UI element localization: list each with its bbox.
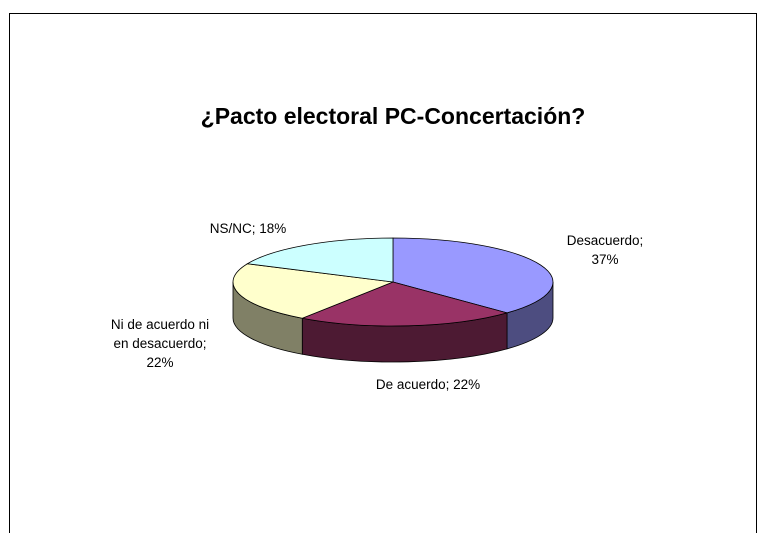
- pie-slice-de-acuerdo: [300, 281, 509, 327]
- pie-chart: ¿Pacto electoral PC-Concertación? Desacu…: [111, 103, 643, 392]
- pie-labels: Desacuerdo; 37% De acuerdo; 22% Ni de acuer…: [111, 221, 643, 392]
- pie-slice-desacuerdo: [392, 237, 554, 314]
- pie-slice-ns-nc: [246, 237, 394, 283]
- data-label-ni-de-acuerdo-ni-en-desacuerdo: Ni de acuerdo ni en desacuerdo; 22%: [111, 317, 209, 370]
- data-label-de-acuerdo: De acuerdo; 22%: [376, 377, 480, 392]
- chart-title: ¿Pacto electoral PC-Concertación?: [201, 103, 586, 129]
- pie-tops: [232, 237, 554, 327]
- data-label-desacuerdo: Desacuerdo; 37%: [567, 233, 644, 267]
- data-label-ns-nc: NS/NC; 18%: [210, 221, 287, 236]
